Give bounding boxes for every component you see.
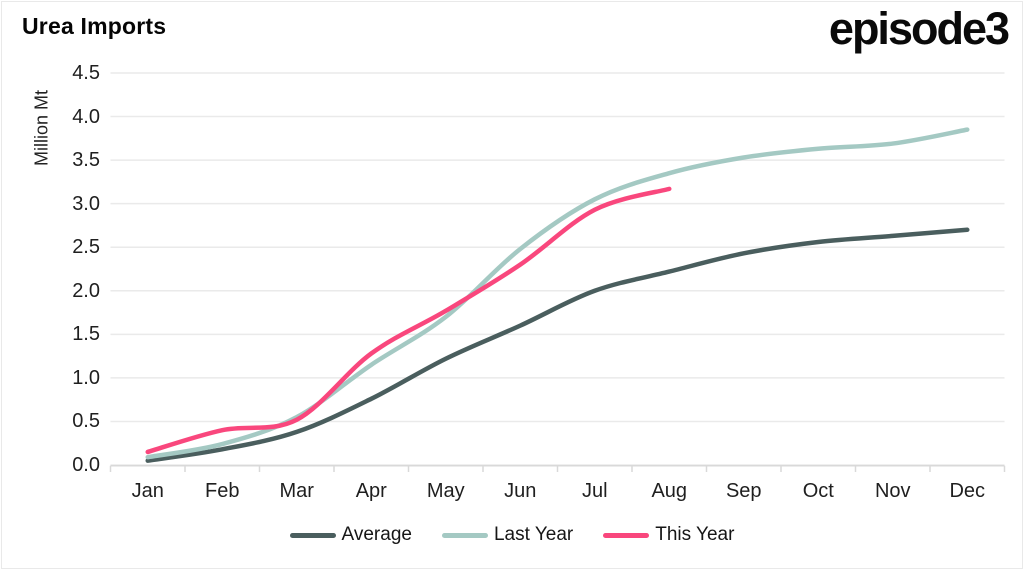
chart-legend: Average Last Year This Year [0,524,1024,546]
y-tick-label: 2.0 [72,279,100,302]
y-tick-label: 2.5 [72,236,100,259]
y-tick-label: 4.0 [72,105,100,128]
series-line-this-year [145,186,672,455]
x-tick-label-aug: Aug [651,480,688,502]
legend-swatch [289,532,336,538]
legend-swatch [603,532,650,538]
legend-label: Last Year [493,524,574,545]
y-tick-label: 0.5 [72,410,100,433]
legend-item-this-year: This Year [603,524,734,546]
x-tick-label-nov: Nov [874,480,911,502]
x-tick-label-apr: Apr [355,480,387,502]
x-tick-label-jan: Jan [131,480,164,502]
legend-item-average: Average [289,524,412,546]
legend-swatch [441,532,488,538]
x-tick-label-oct: Oct [802,480,834,502]
series-line-average [145,227,970,463]
legend-label: This Year [655,524,735,545]
x-tick-label-jun: Jun [504,480,537,502]
y-tick-label: 3.0 [72,192,100,215]
y-tick-label: 1.5 [72,323,100,346]
x-tick-label-may: May [426,480,465,502]
brand-logo: episode3 [828,3,1010,54]
chart-title: Urea Imports [22,13,167,39]
y-tick-label: 3.5 [72,149,100,172]
x-tick-label-mar: Mar [279,480,314,502]
legend-label: Average [341,524,412,545]
x-tick-label-sep: Sep [725,480,762,502]
x-tick-label-dec: Dec [949,480,986,502]
y-tick-label: 4.5 [72,62,100,84]
legend-item-last-year: Last Year [441,524,574,546]
x-tick-label-jul: Jul [581,480,608,502]
y-tick-label: 0.0 [72,454,100,476]
x-tick-label-feb: Feb [205,480,240,502]
y-tick-label: 1.0 [72,366,100,389]
series-line-last-year [145,127,970,460]
